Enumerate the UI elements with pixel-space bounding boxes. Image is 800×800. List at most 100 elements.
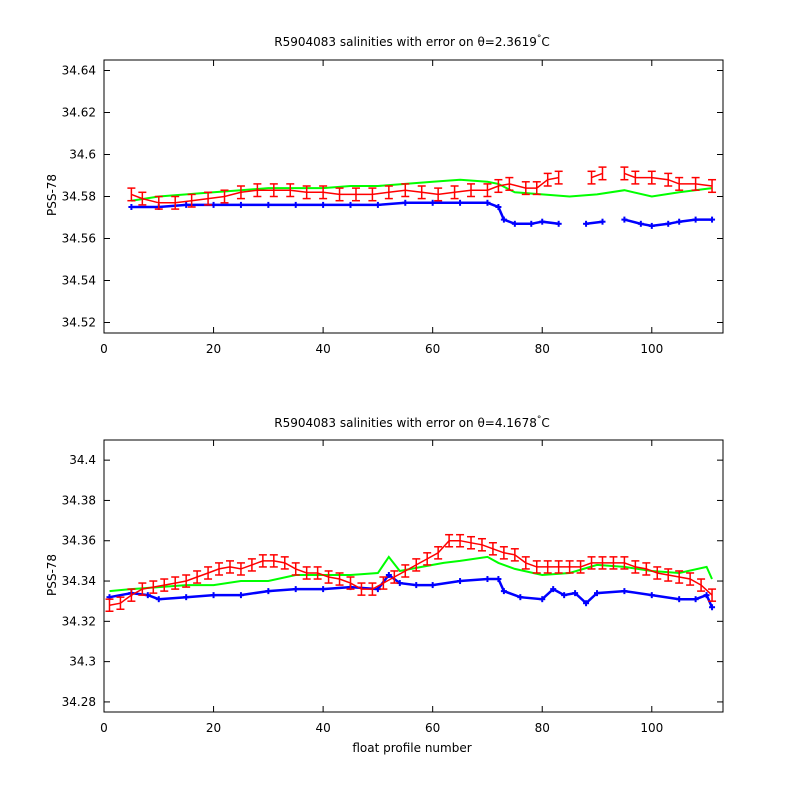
y-tick-label: 34.54 bbox=[62, 274, 96, 288]
chart-top-plot-area bbox=[103, 59, 724, 334]
error-bar-red bbox=[160, 578, 169, 592]
error-bar-red bbox=[225, 560, 234, 574]
data-point-blue bbox=[385, 571, 392, 578]
error-bar-red bbox=[187, 193, 196, 208]
error-bar-red bbox=[401, 183, 410, 198]
chart-bottom-xlabel: float profile number bbox=[352, 741, 471, 755]
error-bar-red bbox=[664, 568, 673, 582]
error-bar-red bbox=[483, 183, 492, 198]
error-bar-red bbox=[565, 560, 574, 574]
error-bar-red bbox=[236, 562, 245, 576]
data-point-blue bbox=[183, 594, 190, 601]
error-bar-red bbox=[291, 562, 300, 576]
error-bar-red bbox=[554, 170, 563, 185]
degree-symbol: ° bbox=[537, 34, 542, 44]
data-point-blue bbox=[648, 222, 655, 229]
error-bar-red bbox=[384, 185, 393, 200]
series-line-red bbox=[109, 539, 713, 606]
x-tick-label: 40 bbox=[315, 721, 330, 735]
x-tick-label: 100 bbox=[640, 721, 663, 735]
data-point-blue bbox=[495, 204, 502, 210]
error-bar-red bbox=[105, 598, 114, 613]
error-bar-red bbox=[450, 185, 459, 200]
error-bar-red bbox=[182, 574, 191, 588]
data-point-blue bbox=[413, 582, 420, 589]
error-bar-red bbox=[368, 582, 377, 596]
error-bar-red bbox=[258, 554, 267, 568]
error-bar-red bbox=[647, 170, 656, 185]
data-point-blue bbox=[517, 594, 524, 601]
error-bar-red bbox=[368, 187, 377, 202]
data-point-blue bbox=[539, 596, 546, 603]
error-bar-red bbox=[697, 578, 706, 592]
error-bar-red bbox=[456, 533, 465, 548]
x-tick-label: 60 bbox=[425, 721, 440, 735]
error-bar-red bbox=[154, 195, 163, 210]
data-point-blue bbox=[484, 576, 491, 583]
error-bar-red bbox=[253, 183, 262, 198]
error-bar-red bbox=[171, 576, 180, 590]
error-bar-red bbox=[653, 566, 662, 580]
error-bar-red bbox=[116, 596, 125, 610]
y-tick-label: 34.36 bbox=[62, 534, 96, 548]
error-bar-red bbox=[138, 582, 147, 596]
y-tick-label: 34.34 bbox=[62, 574, 96, 588]
error-bar-red bbox=[642, 562, 651, 576]
data-point-blue bbox=[539, 218, 546, 225]
y-tick-label: 34.62 bbox=[62, 106, 96, 120]
error-bar-red bbox=[521, 556, 530, 570]
y-tick-label: 34.38 bbox=[62, 493, 96, 507]
error-bar-red bbox=[280, 556, 289, 570]
error-bar-red bbox=[236, 185, 245, 200]
chart-top-title: R5904083 salinities with error on θ=2.36… bbox=[274, 34, 549, 49]
error-bar-red bbox=[319, 185, 328, 200]
data-point-blue bbox=[665, 220, 672, 227]
y-tick-label: 34.32 bbox=[62, 614, 96, 628]
data-point-blue bbox=[402, 199, 409, 206]
error-bar-red bbox=[127, 187, 136, 202]
error-bar-red bbox=[335, 187, 344, 202]
y-tick-label: 34.58 bbox=[62, 190, 96, 204]
error-bar-red bbox=[138, 191, 147, 206]
data-point-blue bbox=[429, 199, 436, 206]
data-point-blue bbox=[676, 218, 683, 225]
error-bar-red bbox=[587, 556, 596, 570]
degree-symbol: ° bbox=[537, 415, 542, 425]
error-bar-red bbox=[543, 560, 552, 574]
data-point-blue bbox=[621, 216, 628, 223]
error-bar-red bbox=[247, 558, 256, 572]
error-bar-red bbox=[313, 566, 322, 580]
data-point-blue bbox=[500, 216, 507, 223]
error-bar-red bbox=[686, 572, 695, 586]
data-point-blue bbox=[621, 588, 628, 595]
y-tick-label: 34.28 bbox=[62, 695, 96, 709]
data-point-blue bbox=[320, 586, 327, 593]
data-point-blue bbox=[500, 588, 507, 595]
error-bar-red bbox=[554, 560, 563, 574]
data-point-blue bbox=[599, 218, 606, 225]
x-tick-label: 80 bbox=[535, 342, 550, 356]
y-tick-label: 34.3 bbox=[69, 655, 96, 669]
error-bar-red bbox=[434, 546, 443, 560]
error-bar-red bbox=[193, 570, 202, 584]
y-tick-label: 34.4 bbox=[69, 453, 96, 467]
error-bar-red bbox=[149, 580, 158, 594]
data-point-blue bbox=[429, 582, 436, 589]
error-bar-red bbox=[401, 564, 410, 578]
chart-bottom-panel: R5904083 salinities with error on θ=4.16… bbox=[45, 415, 724, 755]
error-bar-red bbox=[664, 172, 673, 187]
error-bar-red bbox=[675, 570, 684, 584]
error-bar-red bbox=[521, 181, 530, 196]
chart-top-panel: R5904083 salinities with error on θ=2.36… bbox=[45, 34, 724, 356]
error-bar-red bbox=[532, 560, 541, 574]
data-point-blue bbox=[648, 592, 655, 599]
data-point-blue bbox=[692, 596, 699, 603]
y-tick-label: 34.64 bbox=[62, 64, 96, 78]
error-bar-red bbox=[620, 556, 629, 570]
data-point-blue bbox=[374, 201, 381, 208]
data-point-blue bbox=[265, 588, 272, 595]
data-point-blue bbox=[703, 592, 710, 599]
chart-bottom-ylabel: PSS-78 bbox=[45, 554, 59, 596]
